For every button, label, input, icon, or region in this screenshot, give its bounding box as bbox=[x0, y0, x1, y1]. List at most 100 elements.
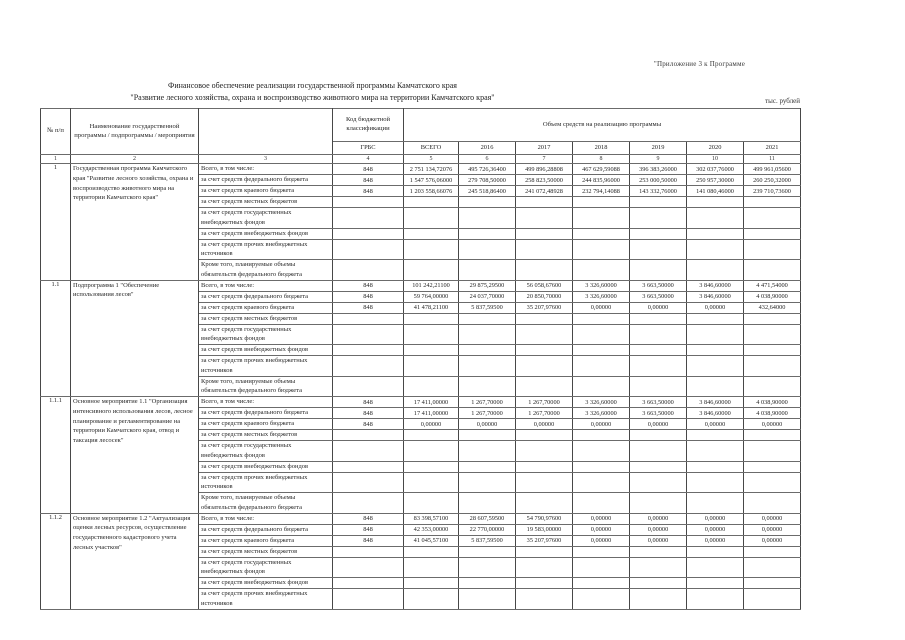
value-cell bbox=[515, 323, 573, 345]
value-cell bbox=[742, 196, 802, 208]
row-label: за счет средств внебюджетных фондов bbox=[198, 227, 333, 240]
value-cell: 0,00000 bbox=[629, 301, 687, 314]
value-cell bbox=[403, 429, 459, 441]
value-cell bbox=[629, 471, 687, 493]
row-label: Всего, в том числе: bbox=[198, 396, 333, 408]
row-label: Всего, в том числе: bbox=[198, 163, 333, 175]
value-cell bbox=[572, 471, 630, 493]
value-cell: 0,00000 bbox=[572, 523, 630, 536]
value-cell bbox=[742, 556, 802, 578]
value-cell bbox=[742, 207, 802, 229]
row-label: Всего, в том числе: bbox=[198, 512, 333, 525]
grbs-cell bbox=[332, 492, 404, 514]
value-cell: 3 326,60000 bbox=[572, 396, 630, 408]
value-cell bbox=[515, 259, 573, 281]
row-label: за счет средств прочих внебюджетных исто… bbox=[198, 588, 333, 610]
value-cell: 241 072,48928 bbox=[515, 185, 573, 197]
value-cell: 3 326,60000 bbox=[572, 290, 630, 303]
table-header: № п/п Наименование государственной прогр… bbox=[40, 108, 802, 164]
value-cell: 3 663,50000 bbox=[629, 290, 687, 303]
value-cell bbox=[742, 375, 802, 397]
value-cell bbox=[458, 323, 516, 345]
grbs-cell bbox=[332, 375, 404, 397]
value-cell: 0,00000 bbox=[742, 512, 802, 525]
value-cell: 499 896,28808 bbox=[515, 163, 573, 175]
value-cell bbox=[629, 460, 687, 473]
col-header-total: ВСЕГО bbox=[403, 141, 459, 155]
value-cell bbox=[686, 577, 744, 589]
value-cell: 5 837,59500 bbox=[458, 301, 516, 314]
value-cell: 0,00000 bbox=[742, 534, 802, 547]
value-cell bbox=[686, 227, 744, 240]
section-number: 1.1.1 bbox=[40, 396, 71, 514]
header-row-main: № п/п Наименование государственной прогр… bbox=[40, 108, 802, 155]
grbs-cell bbox=[332, 344, 404, 356]
value-cell bbox=[686, 471, 744, 493]
value-cell bbox=[742, 312, 802, 325]
value-cell bbox=[629, 238, 687, 260]
value-cell bbox=[742, 460, 802, 473]
value-cell bbox=[742, 238, 802, 260]
value-cell: 143 332,76000 bbox=[629, 185, 687, 197]
table-row: 1.1.1 Основное мероприятие 1.1 "Организац… bbox=[40, 396, 802, 514]
col-header-grbs: ГРБС bbox=[332, 141, 404, 155]
value-cell bbox=[515, 312, 573, 325]
value-cell bbox=[742, 492, 802, 514]
table-row: за счет средств краевого бюджета 848 41 47… bbox=[41, 301, 802, 314]
col-header-num: № п/п bbox=[40, 108, 71, 155]
value-cell bbox=[515, 492, 573, 514]
section-name: Основное мероприятие 1.2 "Актуализация о… bbox=[70, 512, 199, 610]
value-cell bbox=[403, 588, 459, 610]
value-cell: 20 850,70000 bbox=[515, 290, 573, 303]
value-cell: 3 663,50000 bbox=[629, 396, 687, 408]
col-number: 4 bbox=[332, 154, 404, 164]
value-cell bbox=[629, 259, 687, 281]
value-cell: 3 846,60000 bbox=[686, 279, 744, 292]
value-cell: 17 411,00000 bbox=[403, 407, 459, 419]
value-cell bbox=[458, 375, 516, 397]
table-row: за счет средств прочих внебюджетных исто… bbox=[41, 588, 802, 610]
value-cell bbox=[686, 312, 744, 325]
value-cell bbox=[515, 429, 573, 441]
value-cell bbox=[629, 312, 687, 325]
value-cell bbox=[742, 323, 802, 345]
grbs-cell: 848 bbox=[332, 418, 404, 430]
col-header-year-2020: 2020 bbox=[686, 141, 744, 155]
value-cell: 22 770,00000 bbox=[458, 523, 516, 536]
value-cell bbox=[458, 207, 516, 229]
value-cell: 0,00000 bbox=[572, 534, 630, 547]
value-cell: 244 835,96000 bbox=[572, 174, 630, 186]
value-cell bbox=[572, 492, 630, 514]
value-cell bbox=[403, 196, 459, 208]
value-cell: 0,00000 bbox=[742, 523, 802, 536]
row-label: за счет средств государственных внебюдже… bbox=[198, 440, 333, 462]
table-row: за счет средств внебюджетных фондов bbox=[41, 344, 802, 356]
grbs-cell: 848 bbox=[332, 534, 404, 547]
value-cell bbox=[629, 440, 687, 462]
value-cell bbox=[515, 577, 573, 589]
value-cell: 302 037,76000 bbox=[686, 163, 744, 175]
grbs-cell: 848 bbox=[332, 407, 404, 419]
col-number: 8 bbox=[572, 154, 630, 164]
section-name: Подпрограмма 1 "Обеспечение использовани… bbox=[70, 279, 199, 397]
table-row: за счет средств внебюджетных фондов bbox=[41, 227, 802, 240]
value-cell: 4 038,90000 bbox=[742, 407, 802, 419]
value-cell bbox=[515, 375, 573, 397]
section-number: 1.1 bbox=[40, 279, 71, 397]
value-cell bbox=[403, 440, 459, 462]
value-cell bbox=[629, 556, 687, 578]
value-cell: 1 203 558,66076 bbox=[403, 185, 459, 197]
value-cell: 1 547 576,06000 bbox=[403, 174, 459, 186]
value-cell bbox=[403, 344, 459, 356]
value-cell bbox=[458, 344, 516, 356]
value-cell bbox=[629, 344, 687, 356]
value-cell bbox=[629, 207, 687, 229]
grbs-cell bbox=[332, 429, 404, 441]
value-cell bbox=[515, 545, 573, 558]
row-label: Всего, в том числе: bbox=[198, 279, 333, 292]
value-cell bbox=[515, 238, 573, 260]
row-label: за счет средств краевого бюджета bbox=[198, 301, 333, 314]
value-cell: 253 000,50000 bbox=[629, 174, 687, 186]
value-cell: 4 038,90000 bbox=[742, 290, 802, 303]
row-label: Кроме того, планируемые объемы обязатель… bbox=[198, 259, 333, 281]
